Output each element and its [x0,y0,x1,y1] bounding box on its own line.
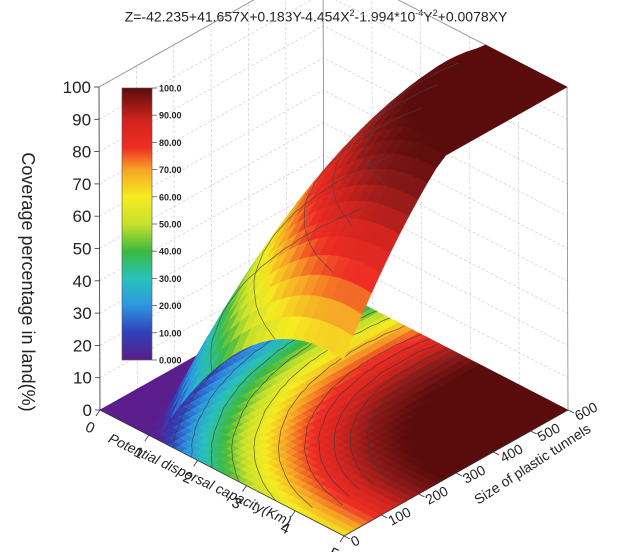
colorbar-tick-label: 90.00 [159,111,182,121]
surface-cell [332,329,354,360]
title-part-c: Y [423,8,433,25]
floor-contour [303,334,422,506]
x-tick-mark [242,485,247,492]
y-tick-mark [381,514,388,519]
title-sup-2: -4 [415,8,424,18]
colorbar-tick-label: 50.00 [159,220,182,230]
surface-contour [253,156,390,340]
grid-line-y [210,23,213,348]
z-tick-label: 0 [83,401,92,420]
z-tick-label: 60 [72,207,91,226]
colorbar-tick-label: 60.00 [159,192,182,202]
chart-title: Z=-42.235+41.657X+0.183Y-4.454X2-1.994*1… [0,8,632,25]
title-sup-1: 2 [349,8,355,18]
z-tick-label: 30 [73,304,92,323]
y-tick-mark [493,451,500,456]
z-tick-label: 90 [72,110,91,129]
grid-line-x [517,61,520,385]
colorbar-tick-label: 100.0 [159,84,182,94]
z-tick-label: 10 [73,369,92,388]
y-tick-mark [418,493,425,498]
colorbar-tick-label: 20.00 [159,301,182,311]
x-tick-mark [290,510,296,518]
y-tick-label: 0 [348,532,363,550]
y-tick-mark [455,472,463,477]
title-sup-3: 2 [432,8,438,18]
y-tick-mark [567,409,575,414]
surface-contour [303,107,422,273]
colorbar-tick-label: 30.00 [159,274,182,284]
surface-contour [332,84,439,227]
y-tick-mark [343,535,351,540]
z-axis-label: Coverage percentage in land(%) [18,152,38,411]
z-axis-line [98,86,101,411]
y-tick-label: 600 [572,398,600,423]
box-top-edge [98,0,569,411]
grid-line-y [173,44,176,369]
grid-line-y [285,0,288,306]
x-tick-mark [144,434,150,442]
x-tick-label: 0 [83,418,98,437]
floor-contour [278,325,405,508]
z-tick-label: 80 [72,143,91,162]
z-tick-label: 40 [73,272,92,291]
colorbar-ramp [121,87,153,361]
colorbar: 0.000 10.00 20.00 30.00 40.00 50.00 60.00 70.00… [121,84,182,366]
floor-contour [367,353,460,484]
colorbar-tick-label: 10.00 [159,328,182,338]
floor-contour [349,348,450,486]
z-tick-label: 70 [72,175,91,194]
colorbar-tick-label: 0.000 [159,356,182,366]
colorbar-tick-label: 70.00 [159,165,182,175]
x-tick-mark [193,460,198,467]
title-part-b: -1.994*10 [354,8,416,25]
z-tick-label: 20 [73,336,92,355]
title-part-a: Z=-42.235+41.657X+0.183Y-4.454X [124,8,350,25]
y-tick-mark [530,430,537,435]
title-part-d: +0.0078XY [437,8,508,25]
response-surface [99,44,568,437]
floor-contour [318,338,431,497]
colorbar-tick-label: 80.00 [159,138,182,148]
grid-line-y [247,2,250,327]
colorbar-tick-label: 40.00 [159,247,182,257]
z-tick-label: 100 [63,78,91,97]
x-tick-mark [339,535,345,543]
surface-contour [366,62,459,188]
x-axis-line [99,409,345,537]
x-tick-mark [95,409,101,417]
grid-line-x [469,36,471,360]
floor-contour [333,342,439,490]
z-tick-label: 50 [73,240,92,259]
x-tick-label: 5 [327,544,342,552]
